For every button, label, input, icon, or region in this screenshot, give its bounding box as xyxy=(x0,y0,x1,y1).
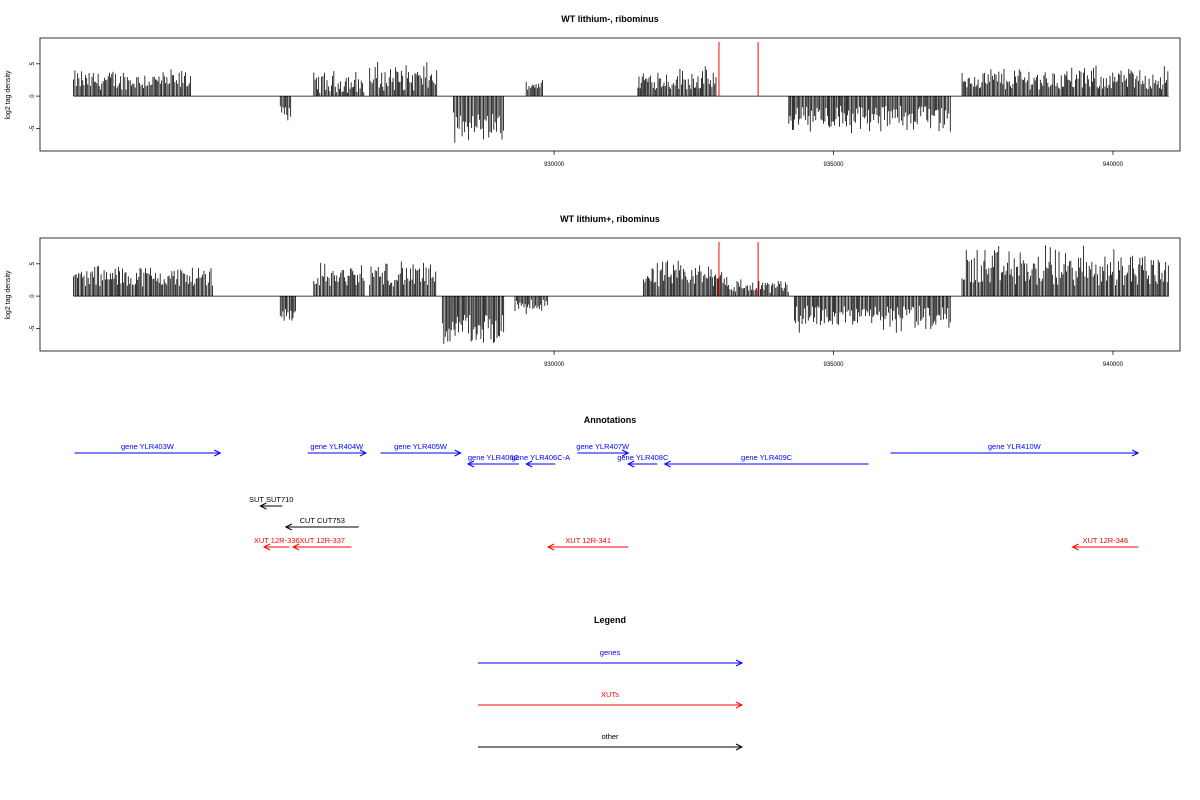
xut-label: XUT 12R-341 xyxy=(565,536,611,545)
xut-arrow-head xyxy=(262,543,271,551)
y-axis-label: log2 tag density xyxy=(5,270,12,320)
legend-items: genes XUTs other xyxy=(478,648,744,751)
xut-arrow-head xyxy=(546,543,555,551)
panel-title: WT lithium-, ribominus xyxy=(561,14,659,24)
gene-arrow-head xyxy=(454,449,462,457)
legend: Legend genes XUTs other xyxy=(478,615,744,751)
marker-lines xyxy=(718,242,759,297)
legend-arrow-head xyxy=(735,659,744,667)
other-label: SUT SUT710 xyxy=(249,495,293,504)
xut-arrow-head xyxy=(1071,543,1079,551)
gene-label: gene YLR404W xyxy=(310,442,364,451)
y-axis: -5 0 5 xyxy=(30,62,40,131)
annotation-features: gene YLR403W gene YLR404W gene YLR405W gene… xyxy=(74,442,1140,551)
y-tick-label: -5 xyxy=(30,325,36,331)
gene-arrow-head xyxy=(525,460,533,468)
legend-label: XUTs xyxy=(601,690,619,699)
gene-arrow-head xyxy=(663,460,671,468)
other-label: CUT CUT753 xyxy=(300,516,345,525)
gene-label: gene YLR409C xyxy=(741,453,793,462)
x-axis: 930000 935000 940000 xyxy=(544,351,1124,368)
other-arrow-head xyxy=(259,502,267,510)
x-tick-label: 935000 xyxy=(824,162,845,168)
y-axis: -5 0 5 xyxy=(30,262,40,331)
x-tick-label: 930000 xyxy=(544,362,565,368)
gene-arrow-head xyxy=(359,449,368,457)
panel-title: WT lithium+, ribominus xyxy=(560,214,660,224)
gene-label: gene YLR408C xyxy=(617,453,669,462)
xut-arrow-head xyxy=(291,543,300,551)
gene-label: gene YLR407W xyxy=(576,442,630,451)
xut-label: XUT 12R-337 xyxy=(299,536,345,545)
gene-arrow-head xyxy=(621,449,630,457)
density-panel-lithium-minus: WT lithium-, ribominus log2 tag density … xyxy=(5,14,1181,168)
x-tick-label: 930000 xyxy=(544,162,565,168)
xut-label: XUT 12R-346 xyxy=(1083,536,1129,545)
gene-label: gene YLR406C xyxy=(468,453,520,462)
y-tick-label: 5 xyxy=(30,62,36,66)
gene-label: gene YLR405W xyxy=(394,442,448,451)
x-axis: 930000 935000 940000 xyxy=(544,151,1124,168)
x-tick-label: 935000 xyxy=(824,362,845,368)
y-axis-label: log2 tag density xyxy=(5,70,12,120)
y-tick-label: 0 xyxy=(30,294,36,298)
density-panel-lithium-plus: WT lithium+, ribominus log2 tag density … xyxy=(5,214,1181,368)
gene-label: gene YLR406C-A xyxy=(511,453,570,462)
y-tick-label: 5 xyxy=(30,262,36,266)
gene-arrow-head xyxy=(627,460,635,468)
annotations-title: Annotations xyxy=(584,415,637,425)
legend-title: Legend xyxy=(594,615,626,625)
y-tick-label: -5 xyxy=(30,125,36,131)
plot-frame xyxy=(39,37,1181,152)
legend-arrow-head xyxy=(735,743,744,751)
x-tick-label: 940000 xyxy=(1103,362,1124,368)
plot-frame xyxy=(39,237,1181,352)
gene-arrow-head xyxy=(214,449,222,457)
marker-lines xyxy=(718,42,759,97)
gene-arrow-head xyxy=(1131,449,1140,457)
density-bars xyxy=(73,245,1169,344)
density-bars xyxy=(73,61,1169,143)
xut-label: XUT 12R-336 xyxy=(254,536,300,545)
annotations-track: Annotations gene YLR403W gene YLR404W gene… xyxy=(74,415,1140,551)
gene-label: gene YLR403W xyxy=(121,442,175,451)
legend-label: other xyxy=(601,732,619,741)
legend-label: genes xyxy=(600,648,621,657)
legend-arrow-head xyxy=(735,701,744,709)
x-tick-label: 940000 xyxy=(1103,162,1124,168)
gene-arrow-head xyxy=(466,460,475,468)
gene-label: gene YLR410W xyxy=(988,442,1042,451)
y-tick-label: 0 xyxy=(30,94,36,98)
other-arrow-head xyxy=(284,523,293,531)
